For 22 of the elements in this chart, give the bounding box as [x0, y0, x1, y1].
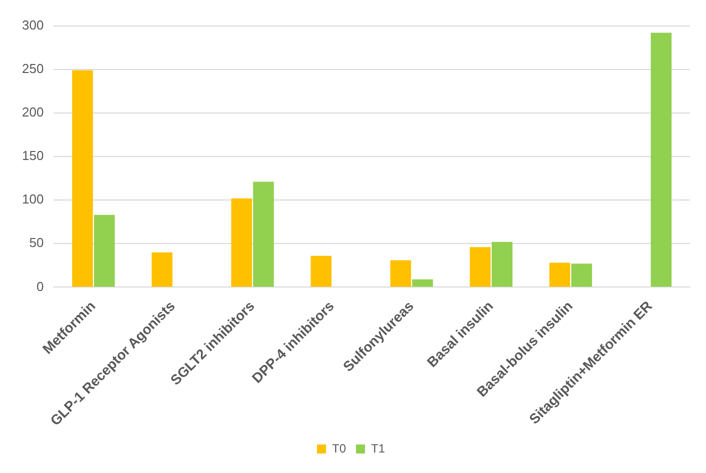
bar — [253, 182, 274, 287]
bar — [571, 264, 592, 287]
y-tick-label: 150 — [22, 148, 44, 164]
legend-label: T0 — [332, 441, 346, 456]
y-tick-label: 200 — [22, 104, 44, 120]
bar — [492, 242, 512, 287]
legend-label: T1 — [371, 441, 386, 456]
bar — [72, 70, 93, 287]
y-tick-label: 100 — [22, 192, 44, 207]
bar — [650, 32, 672, 287]
bar — [152, 252, 172, 287]
y-tick-label: 0 — [36, 278, 44, 294]
bar — [94, 214, 115, 287]
bar — [470, 247, 491, 287]
bar — [412, 279, 433, 287]
bar — [310, 256, 332, 287]
bar — [231, 198, 252, 287]
y-tick-label: 300 — [22, 17, 44, 32]
y-tick-label: 50 — [29, 235, 44, 250]
bar — [549, 262, 570, 287]
y-tick-label: 250 — [22, 60, 44, 76]
bar — [390, 260, 412, 287]
